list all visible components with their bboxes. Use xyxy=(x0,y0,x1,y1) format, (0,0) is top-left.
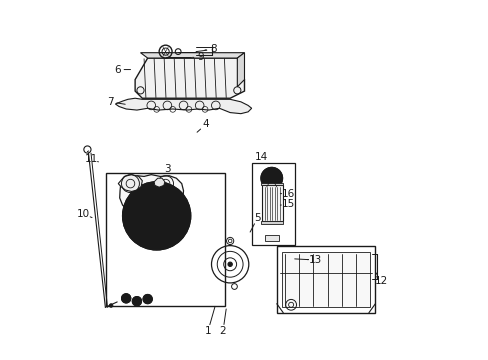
Bar xyxy=(261,185,282,221)
Polygon shape xyxy=(140,53,244,58)
Circle shape xyxy=(132,297,142,306)
Bar xyxy=(106,173,224,306)
Text: 6: 6 xyxy=(114,64,120,75)
Circle shape xyxy=(109,304,113,307)
Polygon shape xyxy=(135,58,244,98)
Polygon shape xyxy=(154,178,164,187)
Text: 11: 11 xyxy=(84,154,98,164)
Bar xyxy=(261,183,283,185)
Text: 15: 15 xyxy=(281,199,294,210)
Text: 7: 7 xyxy=(106,97,113,107)
Bar xyxy=(251,163,294,245)
Circle shape xyxy=(227,262,232,266)
Text: 12: 12 xyxy=(374,276,387,286)
Text: 13: 13 xyxy=(308,255,322,265)
Circle shape xyxy=(142,294,152,304)
Bar xyxy=(265,234,278,241)
Bar xyxy=(276,246,375,313)
Circle shape xyxy=(261,167,282,189)
Text: 1: 1 xyxy=(204,326,211,336)
Text: 9: 9 xyxy=(197,52,203,62)
Text: 5: 5 xyxy=(254,213,261,222)
Bar xyxy=(282,252,369,307)
Text: 16: 16 xyxy=(282,189,295,199)
Text: 4: 4 xyxy=(202,120,209,129)
Polygon shape xyxy=(118,175,142,192)
Text: 2: 2 xyxy=(219,326,226,336)
Text: 14: 14 xyxy=(255,152,268,162)
Circle shape xyxy=(122,182,190,250)
Text: 8: 8 xyxy=(209,45,216,54)
Polygon shape xyxy=(115,98,251,114)
Text: 3: 3 xyxy=(164,164,170,174)
Text: 10: 10 xyxy=(77,209,90,219)
Polygon shape xyxy=(120,175,183,243)
Polygon shape xyxy=(237,53,244,87)
Bar xyxy=(261,221,283,224)
Circle shape xyxy=(121,294,131,303)
